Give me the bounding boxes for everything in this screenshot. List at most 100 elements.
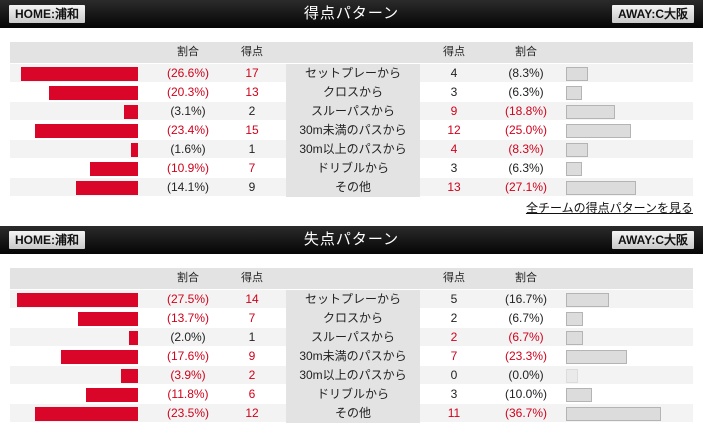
away-ratio: (8.3%): [508, 66, 544, 80]
scoring-rows: (26.6%) 17 セットプレーから 4 (8.3%) (20.3%) 13 クロスから 3(…: [10, 64, 693, 197]
home-ratio: (23.4%): [166, 123, 210, 137]
home-ratio: (3.1%): [170, 104, 206, 118]
table-row: (26.6%) 17 セットプレーから 4 (8.3%): [10, 64, 693, 83]
away-bar-cell: [566, 385, 693, 404]
home-ratio: (10.9%): [166, 161, 210, 175]
away-bar: [566, 162, 583, 176]
table-row: (23.4%) 15 30m未満のパスから 12 (25.0%): [10, 121, 693, 140]
home-count: 17: [245, 66, 259, 80]
home-ratio: (14.1%): [166, 180, 210, 194]
away-ratio: (6.3%): [508, 85, 544, 99]
pattern-label: クロスから: [286, 309, 420, 328]
home-bar-cell: [10, 385, 140, 404]
away-count: 3: [450, 85, 458, 99]
conceded-title: 失点パターン: [303, 231, 400, 248]
home-count: 2: [248, 104, 256, 118]
home-bar-cell: [10, 328, 140, 347]
table-row: (17.6%) 9 30m未満のパスから 7 (23.3%): [10, 347, 693, 366]
home-bar: [129, 331, 138, 345]
home-count: 14: [245, 292, 259, 306]
away-count: 9: [450, 104, 458, 118]
away-bar-cell: [566, 64, 693, 83]
home-ratio: (27.5%): [166, 292, 210, 306]
home-ratio: (20.3%): [166, 85, 210, 99]
home-bar-cell: [10, 102, 140, 121]
home-bar: [17, 293, 138, 307]
home-count: 1: [248, 330, 256, 344]
home-ratio: (23.5%): [166, 406, 210, 420]
away-ratio: (36.7%): [504, 406, 548, 420]
home-count: 9: [248, 180, 256, 194]
home-bar: [124, 105, 138, 119]
table-row: (14.1%) 9 その他 13 (27.1%): [10, 178, 693, 197]
away-bar: [566, 105, 615, 119]
away-bar: [566, 369, 578, 383]
home-bar: [48, 86, 138, 100]
away-team-badge: AWAY:C大阪: [611, 5, 694, 23]
away-count: 2: [450, 311, 458, 325]
away-bar: [566, 407, 662, 421]
away-count: 4: [450, 142, 458, 156]
pattern-label: ドリブルから: [286, 159, 420, 178]
home-bar: [120, 369, 138, 383]
pattern-label: 30m未満のパスから: [286, 121, 420, 140]
home-ratio: (3.9%): [170, 368, 206, 382]
away-bar: [566, 388, 592, 402]
away-bar: [566, 350, 627, 364]
away-count: 2: [450, 330, 458, 344]
scoring-title: 得点パターン: [303, 5, 400, 22]
table-row: (27.5%) 14 セットプレーから 5 (16.7%): [10, 290, 693, 309]
pattern-label: ドリブルから: [286, 385, 420, 404]
home-ratio: (17.6%): [166, 349, 210, 363]
away-bar-cell: [566, 159, 693, 178]
home-ratio: (13.7%): [166, 311, 210, 325]
away-count: 13: [447, 180, 461, 194]
conceded-column-headers: 割合 得点 得点 割合: [10, 268, 693, 289]
away-bar: [566, 181, 637, 195]
home-ratio-header: 割合: [177, 46, 199, 58]
home-ratio: (26.6%): [166, 66, 210, 80]
home-bar: [35, 124, 138, 138]
home-count: 15: [245, 123, 259, 137]
pattern-label: セットプレーから: [286, 290, 420, 309]
home-count: 9: [248, 349, 256, 363]
table-row: (3.1%) 2 スルーパスから 9 (18.8%): [10, 102, 693, 121]
all-teams-scoring-link[interactable]: 全チームの得点パターンを見る: [525, 201, 693, 215]
home-bar-cell: [10, 309, 140, 328]
home-bar-cell: [10, 178, 140, 197]
away-count: 7: [450, 349, 458, 363]
away-ratio: (16.7%): [504, 292, 548, 306]
home-ratio: (1.6%): [170, 142, 206, 156]
away-count: 4: [450, 66, 458, 80]
away-team-badge: AWAY:C大阪: [611, 231, 694, 249]
home-team-badge: HOME:浦和: [9, 231, 85, 249]
home-count: 7: [248, 161, 256, 175]
away-count: 12: [447, 123, 461, 137]
away-bar: [566, 293, 610, 307]
away-bar-cell: [566, 140, 693, 159]
away-count-header: 得点: [443, 272, 465, 284]
away-ratio: (25.0%): [504, 123, 548, 137]
home-bar-cell: [10, 159, 140, 178]
table-row: (11.8%) 6 ドリブルから 3 (10.0%): [10, 385, 693, 404]
away-bar-cell: [566, 366, 693, 385]
away-bar-cell: [566, 83, 693, 102]
pattern-label: 30m以上のパスから: [286, 366, 420, 385]
away-bar: [566, 86, 583, 100]
pattern-label: クロスから: [286, 83, 420, 102]
away-bar-cell: [566, 404, 693, 423]
home-count: 13: [245, 85, 259, 99]
home-count: 6: [248, 387, 256, 401]
conceded-rows: (27.5%) 14 セットプレーから 5 (16.7%) (13.7%) 7 クロスから 2(…: [10, 290, 693, 423]
away-ratio: (27.1%): [504, 180, 548, 194]
home-bar-cell: [10, 83, 140, 102]
away-count: 0: [450, 368, 458, 382]
table-row: (13.7%) 7 クロスから 2 (6.7%): [10, 309, 693, 328]
home-count: 2: [248, 368, 256, 382]
home-bar-cell: [10, 290, 140, 309]
away-bar-cell: [566, 102, 693, 121]
home-bar: [60, 350, 138, 364]
scoring-column-headers: 割合 得点 得点 割合: [10, 42, 693, 63]
table-row: (23.5%) 12 その他 11 (36.7%): [10, 404, 693, 423]
home-count: 7: [248, 311, 256, 325]
